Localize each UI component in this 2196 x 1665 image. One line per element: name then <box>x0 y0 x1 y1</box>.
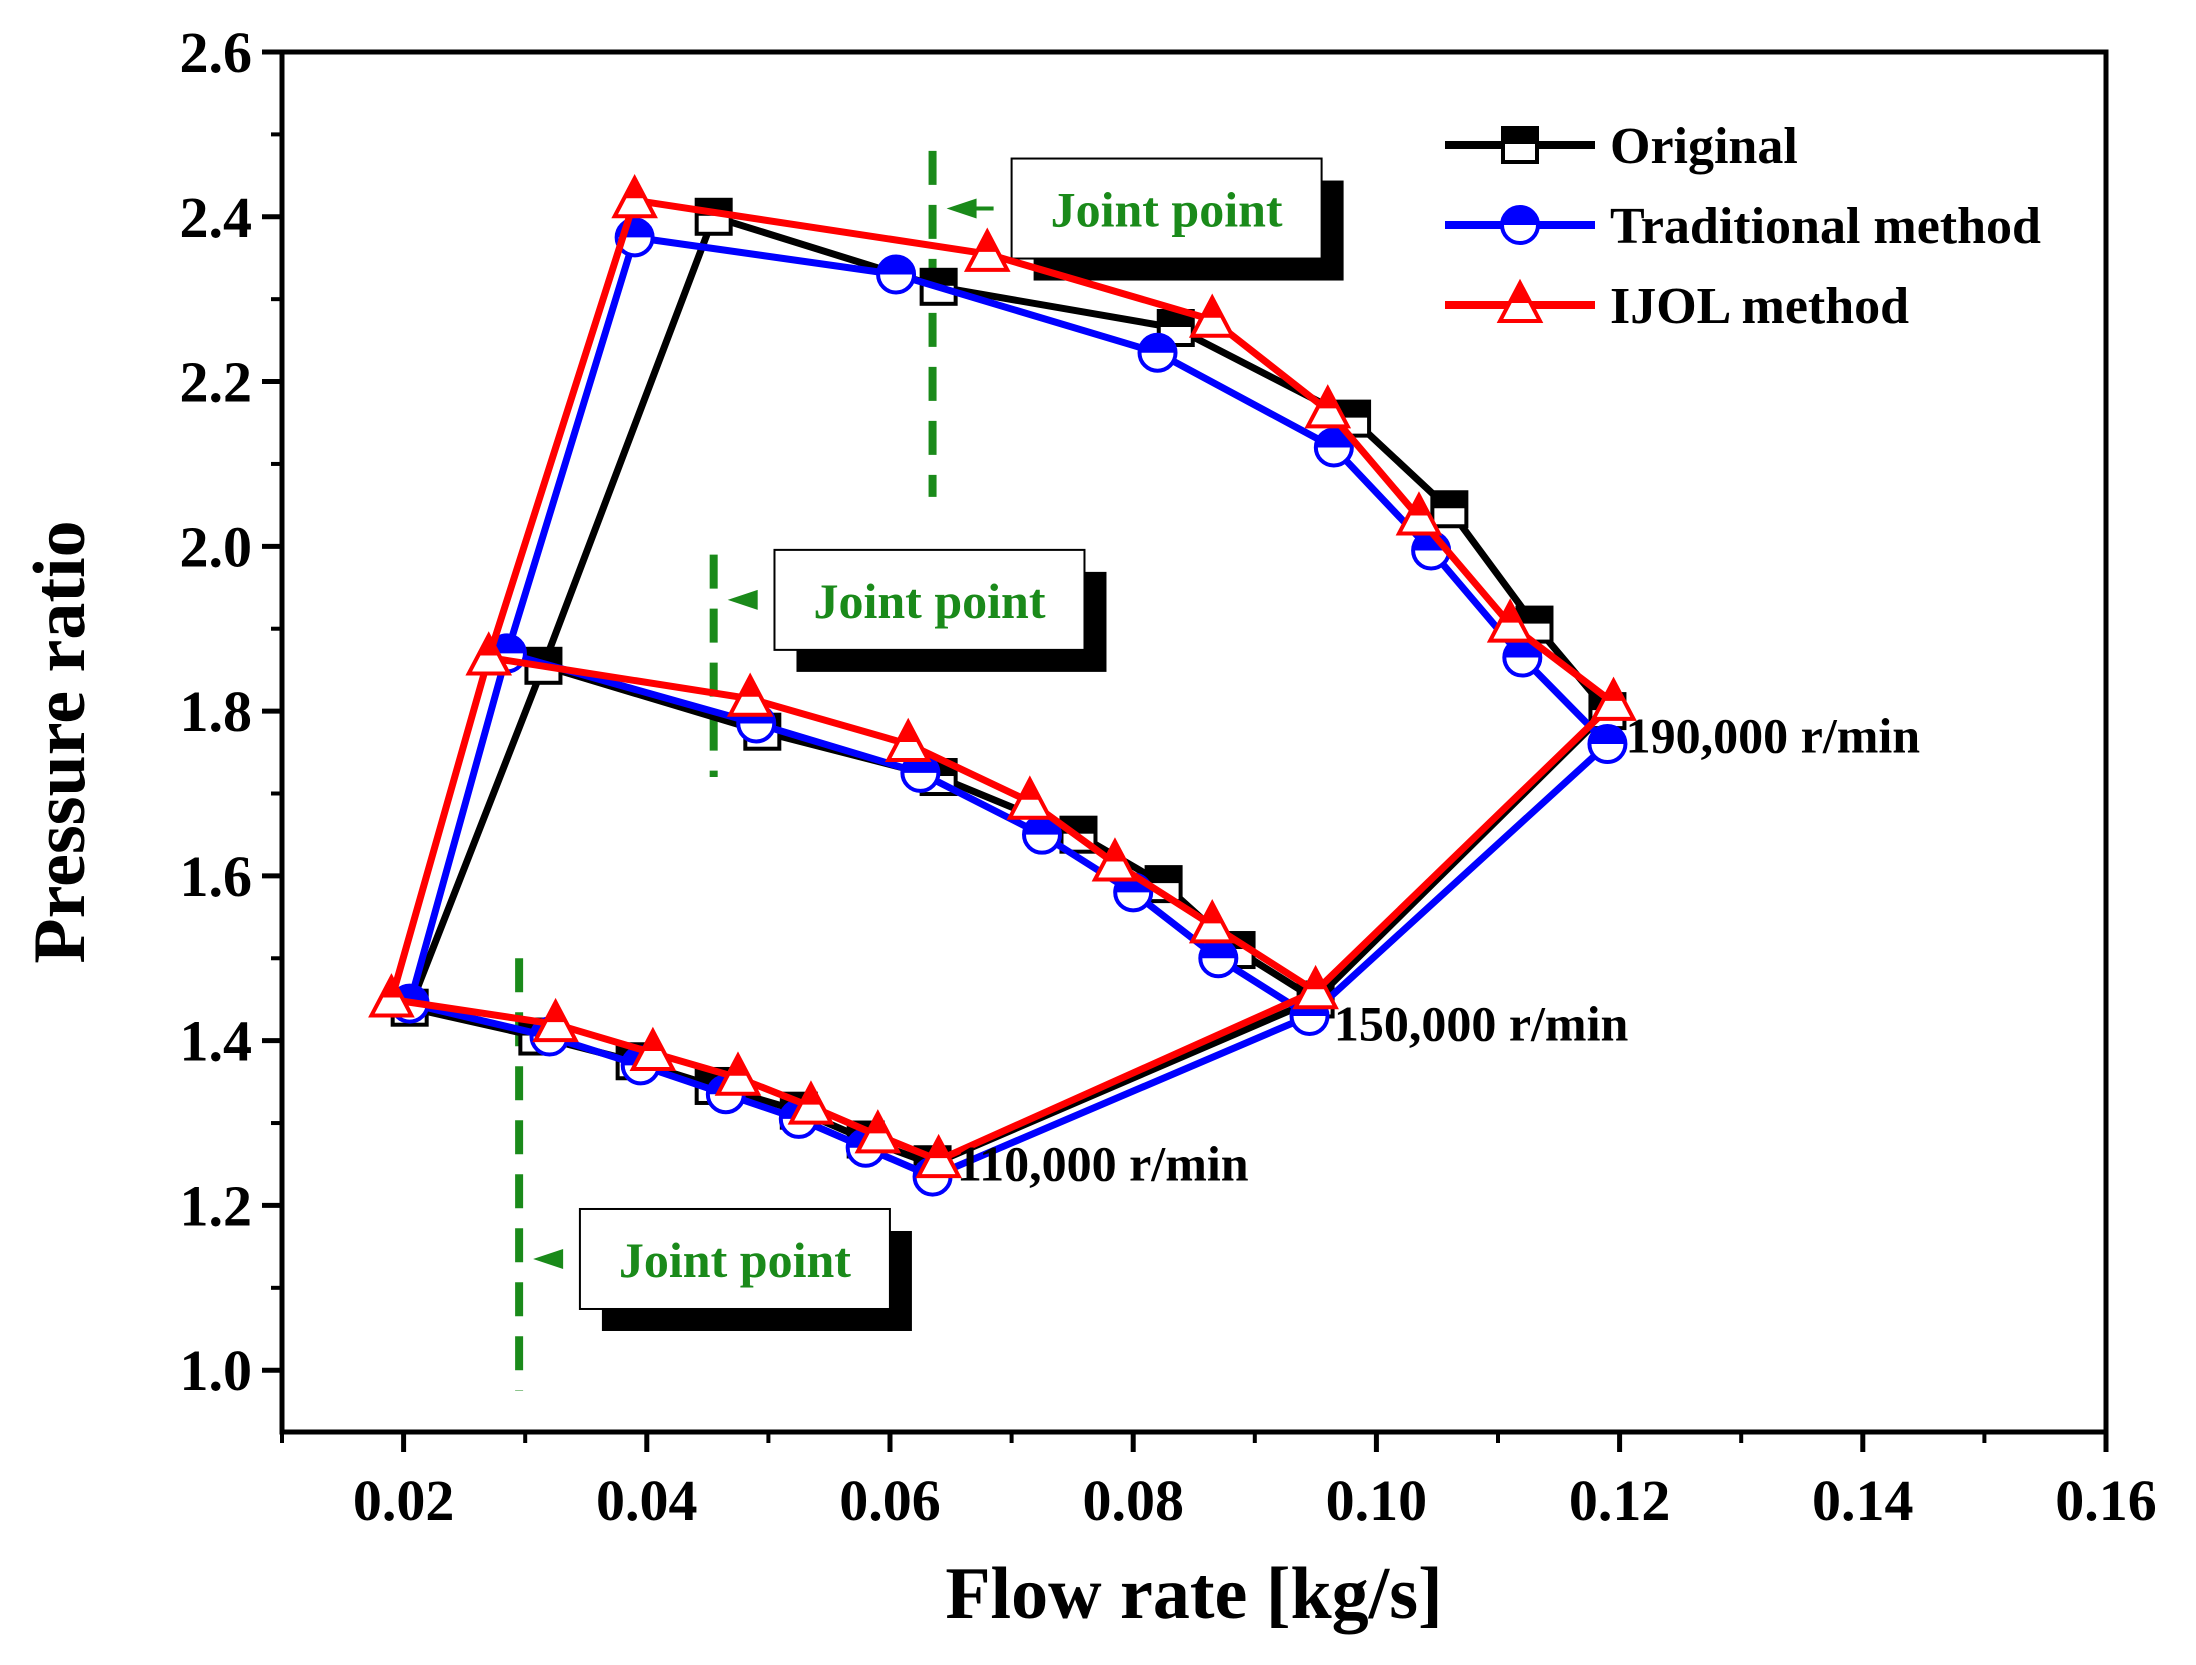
speed-labels: 190,000 r/min 150,000 r/min 110,000 r/min <box>957 707 1920 1191</box>
speed-label: 150,000 r/min <box>1334 996 1629 1052</box>
data-point-fill <box>1200 940 1237 959</box>
data-point-fill <box>1202 297 1223 318</box>
legend-label: IJOL method <box>1610 278 1909 335</box>
joint-point-label: Joint point <box>1051 182 1283 238</box>
joint-point-box <box>1010 157 1323 260</box>
joint-point-box <box>578 1207 891 1310</box>
legend-marker-fill <box>1503 128 1537 144</box>
y-axis-label: Pressure ratio <box>19 520 101 963</box>
data-point-fill <box>1202 903 1223 924</box>
legend-entry: Original <box>1445 118 1798 175</box>
data-point-fill <box>928 1138 949 1159</box>
y-tick-label: 2.6 <box>180 20 253 85</box>
data-point-fill <box>977 231 998 252</box>
y-tick-label: 2.0 <box>180 514 253 579</box>
data-point-fill <box>1146 867 1181 884</box>
data-point-fill <box>1305 969 1326 990</box>
y-tick-label: 1.0 <box>180 1338 253 1403</box>
data-point-fill <box>1408 495 1429 516</box>
data-point-fill <box>381 977 402 998</box>
x-tick-label: 0.06 <box>839 1468 941 1533</box>
series-ijol-method <box>368 174 1637 1179</box>
x-tick-label: 0.16 <box>2055 1468 2157 1533</box>
data-point-fill <box>1335 401 1370 418</box>
x-tick-label: 0.04 <box>596 1468 698 1533</box>
x-axis-label: Flow rate [kg/s] <box>945 1553 1442 1635</box>
y-tick-label: 1.2 <box>180 1173 253 1238</box>
joint-point-arrow-head <box>727 589 758 610</box>
plot-frame <box>279 49 2109 1435</box>
data-point-fill <box>1500 602 1521 623</box>
x-tick-label: 0.12 <box>1569 1468 1671 1533</box>
data-point-fill <box>478 635 499 656</box>
data-point-fill <box>1315 429 1352 448</box>
data-point-fill <box>878 256 915 275</box>
x-tick-label: 0.10 <box>1326 1468 1428 1533</box>
speed-label: 190,000 r/min <box>1626 707 1921 763</box>
y-tick-label: 2.4 <box>180 185 253 250</box>
data-point-fill <box>1019 779 1040 800</box>
data-point-fill <box>728 1055 748 1076</box>
joint-point-box <box>773 548 1086 651</box>
data-point-fill <box>642 1031 663 1052</box>
joint-point-annotations: Joint point Joint point Joint point <box>515 150 1344 1391</box>
x-tick-label: 0.08 <box>1082 1468 1184 1533</box>
y-tick-label: 1.4 <box>180 1009 253 1074</box>
legend-label: Original <box>1610 118 1798 175</box>
data-point-fill <box>867 1113 888 1134</box>
data-point-fill <box>1517 607 1552 624</box>
axis-ticks: 0.02 0.04 0.06 0.08 0.10 0.12 0.14 0.16 1.0 1.2 1.… <box>180 20 2157 1533</box>
joint-point-arrow-head <box>946 198 977 219</box>
data-point-fill <box>1432 492 1467 509</box>
x-tick-label: 0.02 <box>353 1468 455 1533</box>
y-tick-label: 1.6 <box>180 844 253 909</box>
y-tick-label: 2.2 <box>180 350 253 415</box>
legend-marker-fill <box>1510 283 1530 303</box>
legend-marker-fill <box>1502 207 1538 225</box>
speed-label: 110,000 r/min <box>957 1136 1249 1192</box>
joint-point-label: Joint point <box>619 1232 851 1288</box>
data-point-fill <box>740 676 761 697</box>
legend-entry: Traditional method <box>1445 198 2041 255</box>
data-point-fill <box>1104 841 1125 862</box>
data-point-fill <box>1317 388 1338 409</box>
series-layer <box>368 174 1637 1197</box>
data-point-fill <box>545 1002 566 1023</box>
x-tick-label: 0.14 <box>1812 1468 1914 1533</box>
joint-point-label: Joint point <box>813 573 1045 629</box>
data-point-fill <box>624 178 645 199</box>
data-point-fill <box>1589 726 1626 745</box>
data-point-fill <box>800 1084 821 1105</box>
data-point-fill <box>1603 680 1624 701</box>
data-point-fill <box>898 722 919 743</box>
legend: Original Traditional method IJOL method <box>1445 118 2041 335</box>
data-point-fill <box>1139 334 1176 353</box>
joint-point-arrow-head <box>533 1248 564 1269</box>
legend-label: Traditional method <box>1610 198 2041 255</box>
legend-entry: IJOL method <box>1445 278 1909 335</box>
y-tick-label: 1.8 <box>180 679 253 744</box>
